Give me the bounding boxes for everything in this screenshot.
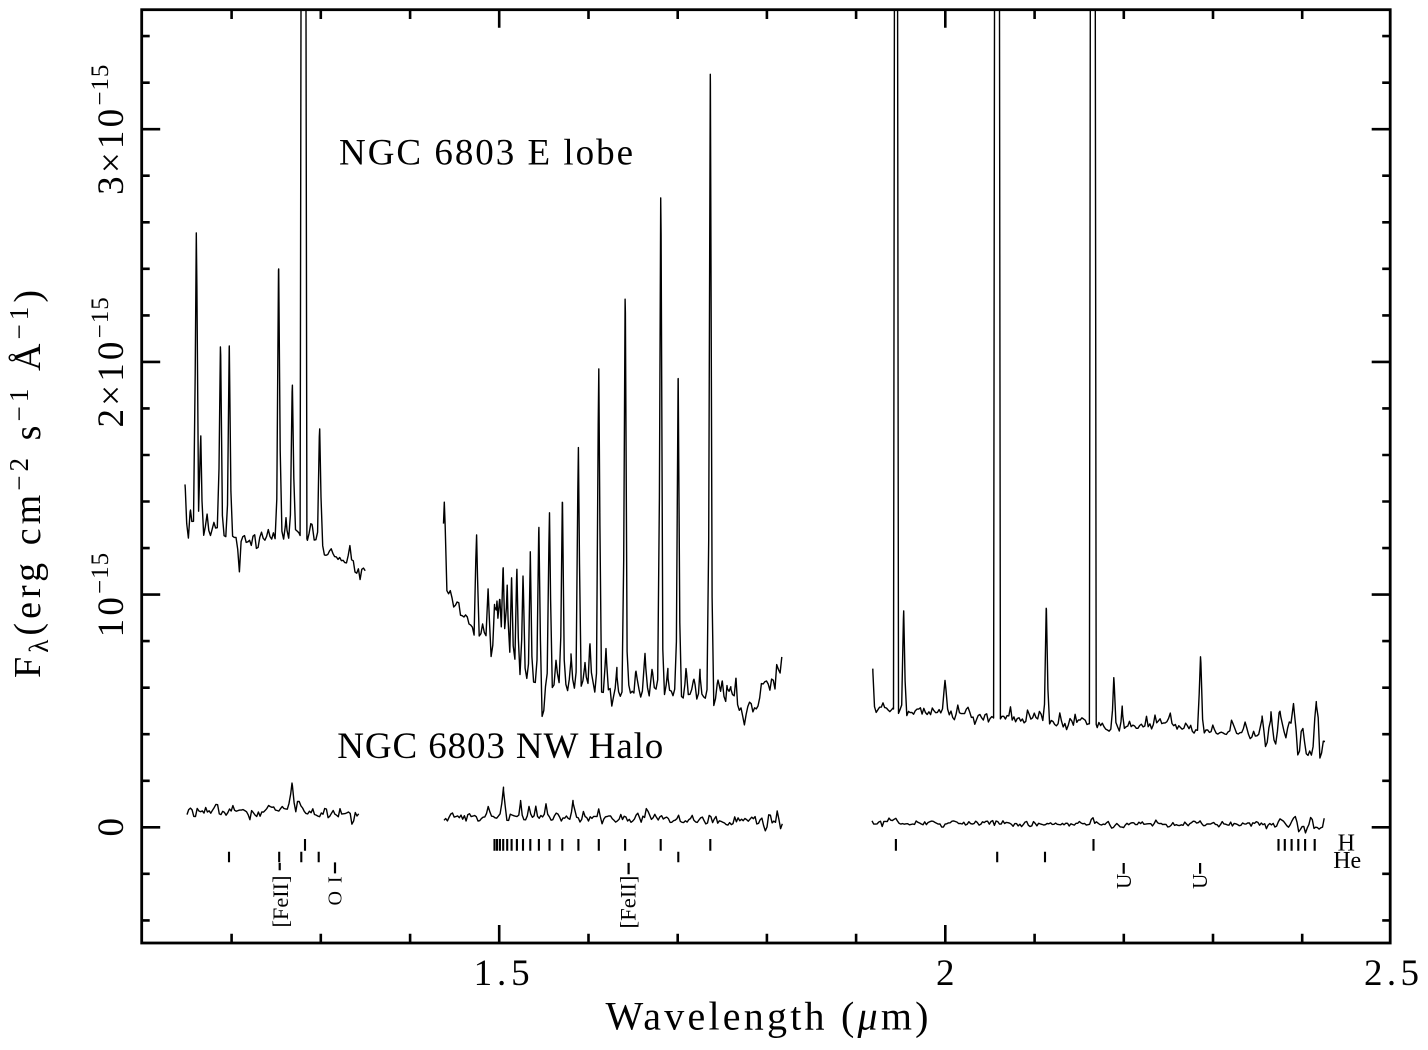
svg-text:Wavelength (μm): Wavelength (μm) [606,994,929,1039]
svg-text:NGC 6803 E lobe: NGC 6803 E lobe [339,133,633,174]
svg-text:2.5: 2.5 [1364,953,1419,994]
svg-text:He: He [1333,848,1361,874]
svg-text:2: 2 [936,953,955,994]
svg-text:0: 0 [91,818,132,837]
svg-text:U: U [1188,874,1212,889]
svg-text:[FeII]: [FeII] [268,876,293,928]
svg-text:H: H [1338,831,1355,857]
svg-text:10−15: 10−15 [87,552,132,638]
svg-text:NGC 6803 NW Halo: NGC 6803 NW Halo [337,726,663,767]
svg-text:[FeII]: [FeII] [616,876,641,929]
svg-text:U: U [1112,874,1136,889]
svg-text:1.5: 1.5 [474,953,530,994]
